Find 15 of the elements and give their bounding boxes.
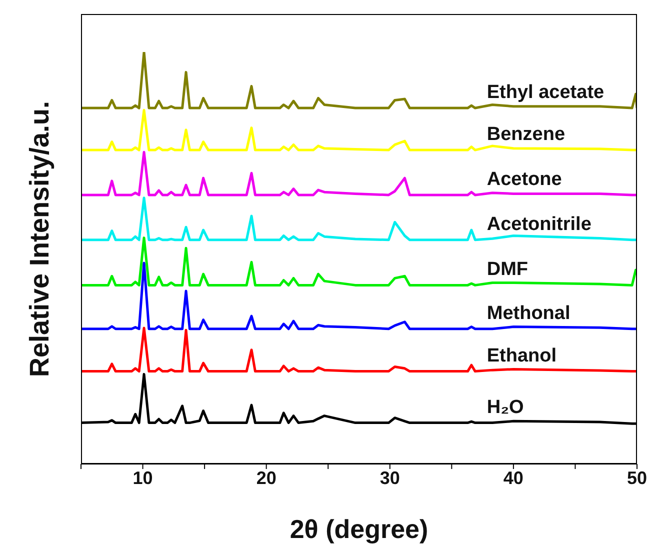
- x-tick-label: 20: [256, 468, 276, 488]
- y-axis-title: Relative Intensity/a.u.: [24, 100, 56, 378]
- x-tick-label: 50: [626, 468, 648, 488]
- x-tick-label: 10: [132, 468, 153, 488]
- series-label: H₂O: [486, 396, 524, 418]
- x-tick-label: 30: [380, 468, 400, 488]
- series-label: Methonal: [486, 302, 570, 324]
- x-axis-title: 2θ (degree): [290, 514, 428, 544]
- series-label: Acetone: [486, 168, 562, 190]
- series-label: Benzene: [486, 124, 566, 146]
- series-label: Ethanol: [486, 345, 557, 366]
- series-label: DMF: [486, 259, 528, 280]
- series-label: Ethyl acetate: [486, 82, 604, 104]
- x-tick-label: 40: [503, 468, 524, 488]
- series-label: Acetonitrile: [486, 214, 592, 235]
